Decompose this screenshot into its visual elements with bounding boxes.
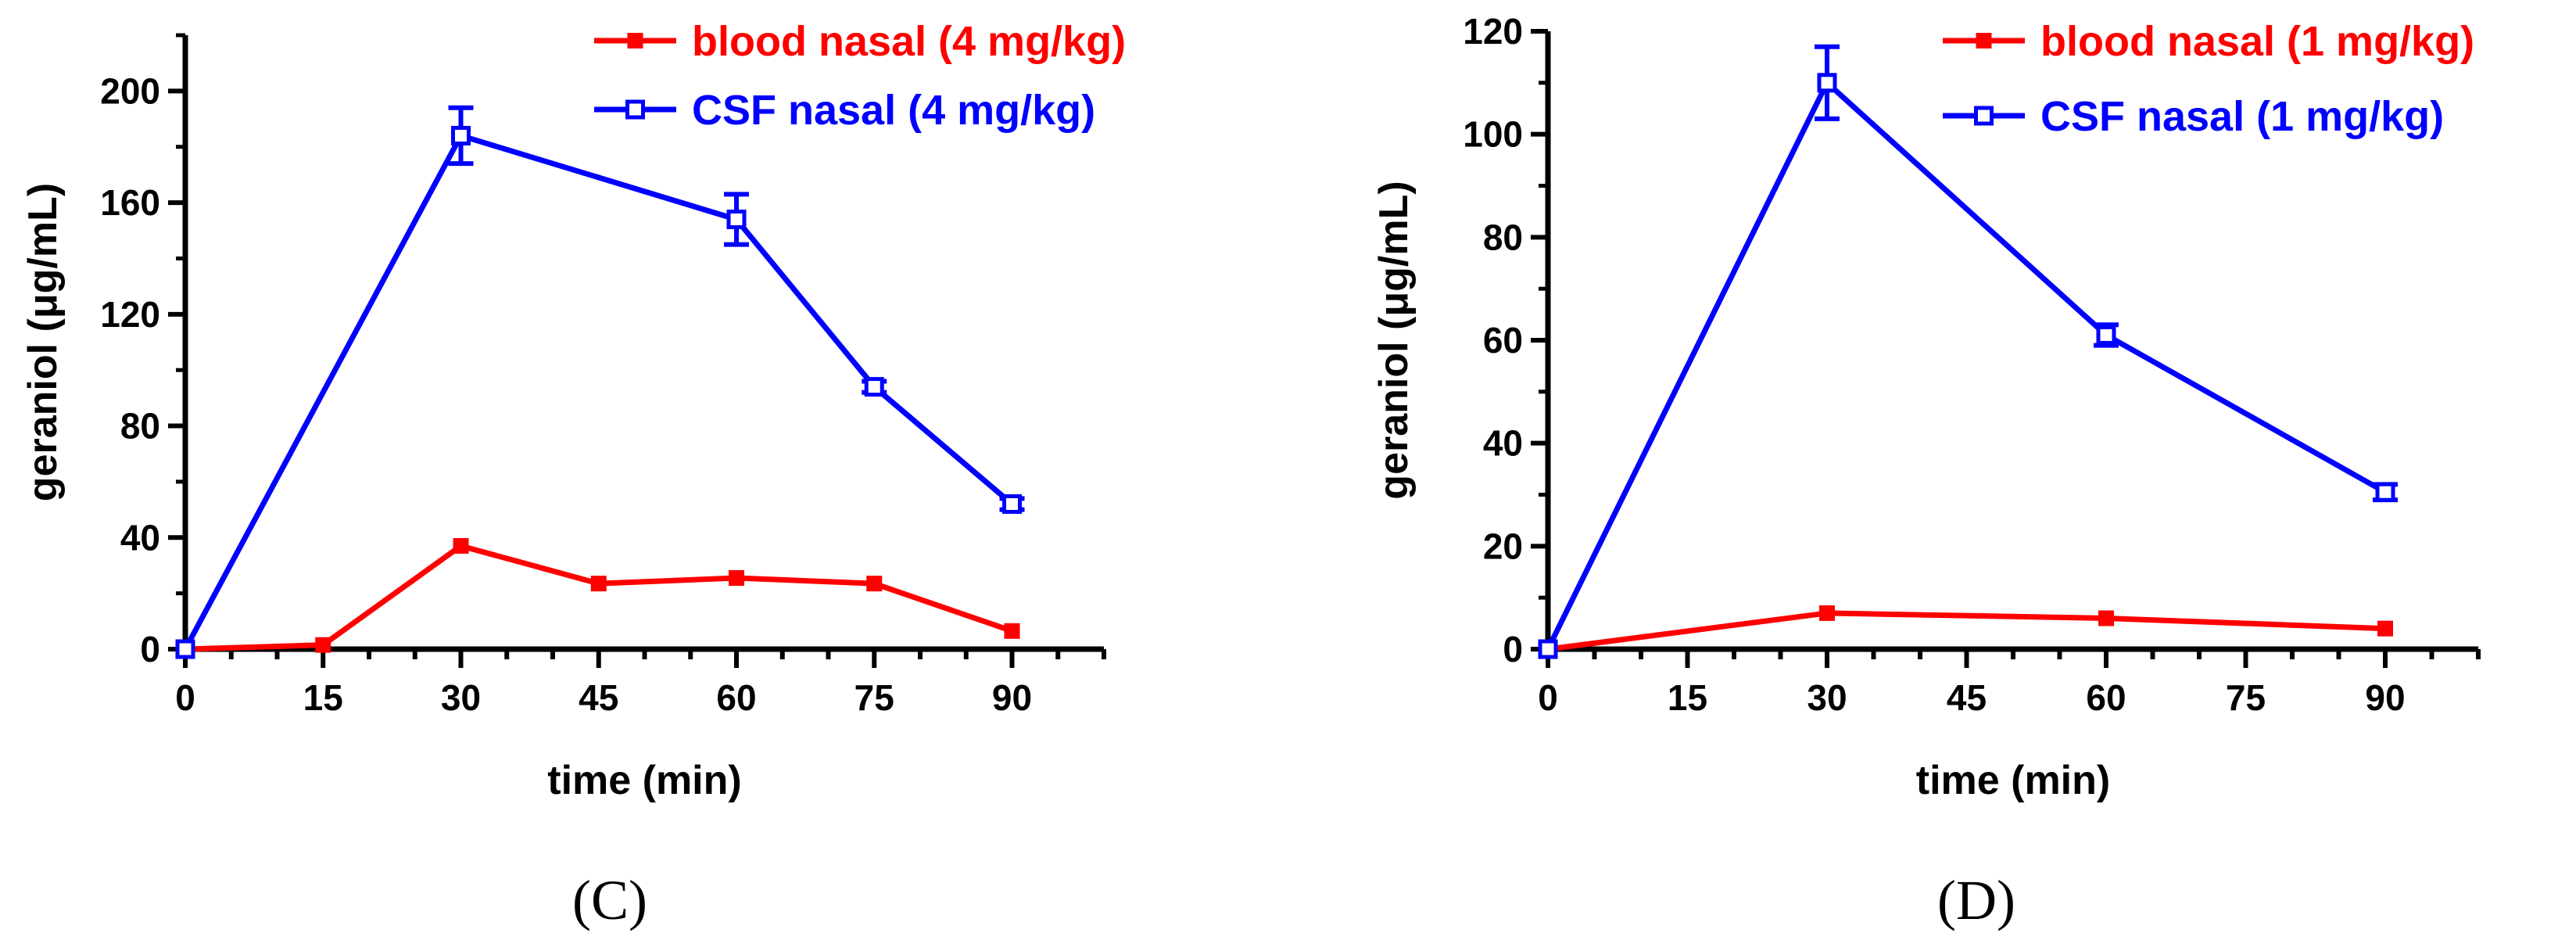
y-tick-label: 20 <box>1483 526 1523 566</box>
y-tick-label: 100 <box>1463 114 1523 155</box>
series-line <box>1545 80 2387 651</box>
legend-marker <box>625 99 645 120</box>
data-point <box>2377 620 2393 637</box>
data-point <box>1538 639 1558 659</box>
data-point <box>590 576 607 592</box>
y-tick-label: 80 <box>1483 217 1523 257</box>
data-point <box>726 210 747 229</box>
y-axis-title: geraniol (μg/mL) <box>1371 181 1417 499</box>
y-tick-label: 160 <box>100 182 160 223</box>
x-axis-title: time (min) <box>547 758 741 803</box>
data-point <box>451 125 471 145</box>
data-point <box>2375 482 2395 502</box>
y-tick-label: 40 <box>1483 423 1523 464</box>
chart-panel-d: 0 20 40 60 80 100 120 0 15 30 45 60 75 90 time (min) ge… <box>1371 11 2481 931</box>
y-tick-label: 120 <box>100 294 160 335</box>
chart-panel-c: 0 40 80 120 160 200 0 15 30 45 60 75 90 time (min) ger… <box>20 18 1126 931</box>
data-point <box>453 537 469 554</box>
y-tick-label: 80 <box>120 406 160 447</box>
series-line <box>185 543 1013 652</box>
x-tick-label: 0 <box>175 677 195 718</box>
legend-label: blood nasal (4 mg/kg) <box>692 18 1126 65</box>
legend-label: CSF nasal (4 mg/kg) <box>692 87 1095 134</box>
data-point <box>1002 494 1022 514</box>
data-point <box>1819 605 1835 621</box>
x-tick-label: 75 <box>2226 677 2266 718</box>
legend-marker <box>1976 33 1992 48</box>
data-point <box>315 637 331 653</box>
y-tick-label: 60 <box>1483 320 1523 361</box>
y-tick-label: 0 <box>1503 629 1523 669</box>
x-axis-title: time (min) <box>1916 758 2110 803</box>
x-tick-label: 60 <box>2086 677 2126 718</box>
series-line <box>1547 610 2386 652</box>
data-point <box>729 570 744 587</box>
x-tick-label: 30 <box>1807 677 1847 718</box>
x-tick-label: 45 <box>1947 677 1987 718</box>
panel-label: (C) <box>572 869 647 931</box>
legend-label: blood nasal (1 mg/kg) <box>2040 18 2474 65</box>
x-tick-label: 75 <box>854 677 894 718</box>
x-tick-label: 30 <box>441 677 481 718</box>
x-tick-label: 90 <box>992 677 1032 718</box>
x-tick-label: 45 <box>579 677 618 718</box>
x-tick-label: 0 <box>1538 677 1558 718</box>
data-point <box>864 377 884 397</box>
legend-marker <box>1974 106 1994 126</box>
data-point <box>1004 623 1020 639</box>
legend-label: CSF nasal (1 mg/kg) <box>2040 93 2444 140</box>
data-point <box>2096 325 2116 345</box>
legend-marker <box>627 33 643 48</box>
x-tick-label: 15 <box>303 677 343 718</box>
y-tick-label: 0 <box>140 629 160 669</box>
x-tick-label: 90 <box>2365 677 2405 718</box>
y-axis-title: geraniol (μg/mL) <box>20 183 66 501</box>
panel-label: (D) <box>1937 869 2015 931</box>
data-point <box>175 639 195 659</box>
data-point <box>1817 73 1837 93</box>
x-tick-label: 60 <box>716 677 756 718</box>
data-point <box>2098 610 2114 626</box>
data-point <box>866 576 883 592</box>
x-tick-label: 15 <box>1668 677 1707 718</box>
y-tick-label: 120 <box>1463 11 1523 52</box>
series-line <box>182 132 1014 651</box>
y-tick-label: 200 <box>100 70 160 111</box>
y-tick-label: 40 <box>120 517 160 558</box>
